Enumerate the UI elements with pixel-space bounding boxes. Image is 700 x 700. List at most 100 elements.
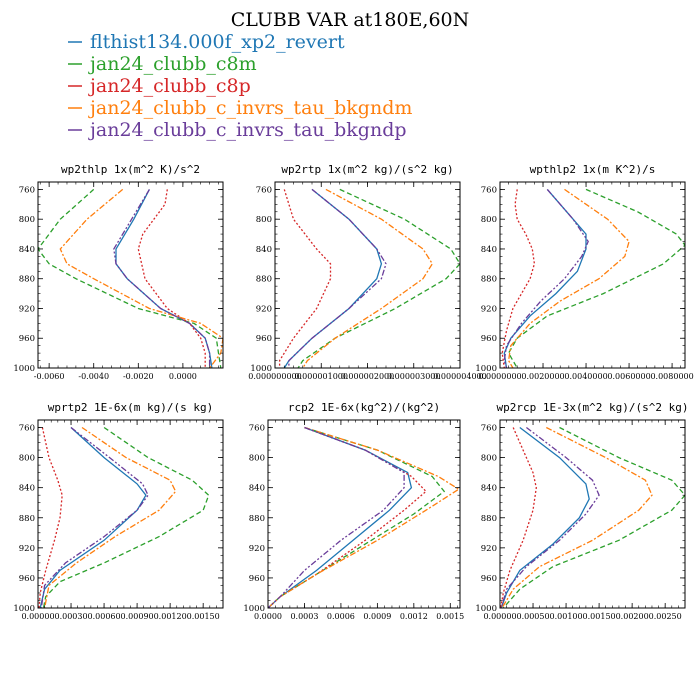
series-line [268, 426, 427, 608]
y-tick-label: 960 [19, 574, 35, 584]
panel-title: wp2rtp 1x(m^2 kg)/(s^2 kg) [281, 163, 453, 176]
x-tick-label: 0.00090 [121, 612, 154, 621]
legend-item: jan24_clubb_c_invrs_tau_bkgndp [68, 119, 407, 141]
x-tick-label: 0.00150 [583, 612, 616, 621]
y-tick-label: 840 [256, 245, 272, 255]
series-line [268, 426, 460, 608]
panel-4: wprtp2 1E-6x(m kg)/(s kg) 760 800 840 880 920… [13, 401, 224, 621]
x-tick-label: 0.0080000 [650, 372, 693, 381]
x-tick-label: 0.00060 [88, 612, 121, 621]
panel-2: wp2rtp 1x(m^2 kg)/(s^2 kg) 760 800 840 880 92… [248, 163, 486, 381]
y-tick-label: 760 [481, 424, 497, 434]
series-line [39, 427, 147, 608]
series-line [288, 188, 387, 368]
legend-item: flthist134.000f_xp2_revert [68, 31, 345, 53]
series-line [278, 189, 332, 368]
x-tick-label: 0.0000 [254, 612, 282, 621]
x-tick-label: 0.00030 [54, 612, 87, 621]
y-tick-label: 1000 [243, 604, 265, 614]
x-tick-label: 0.0020000 [521, 372, 564, 381]
x-tick-label: 0.00200 [616, 612, 649, 621]
panel-title: rcp2 1E-6x(kg^2)/(kg^2) [288, 401, 440, 414]
panel-title: wpthlp2 1x(m K^2)/s [530, 163, 656, 176]
y-tick-label: 960 [481, 334, 497, 344]
y-tick-label: 840 [481, 484, 497, 494]
legend-label: flthist134.000f_xp2_revert [90, 31, 345, 53]
x-tick-label: 0.0000000 [478, 372, 521, 381]
x-tick-label: 0.0012 [400, 612, 428, 621]
x-tick-label: -0.0060 [34, 372, 65, 381]
series-line [507, 188, 685, 368]
legend-label: jan24_clubb_c8m [88, 53, 257, 75]
x-tick-label: 0.0015 [436, 612, 464, 621]
series-group [500, 426, 685, 608]
series-line [115, 189, 213, 368]
x-tick-label: 0.0060000 [607, 372, 650, 381]
panel-title: wp2rcp 1E-3x(m^2 kg)/(s^2 kg) [496, 401, 688, 414]
y-tick-label: 800 [249, 454, 265, 464]
panel-title: wp2thlp 1x(m^2 K)/s^2 [61, 163, 200, 176]
series-line [137, 189, 206, 368]
y-tick-label: 960 [481, 574, 497, 584]
legend: flthist134.000f_xp2_revertjan24_clubb_c8… [68, 31, 412, 141]
series-line [302, 188, 434, 368]
x-tick-label: 0.00100 [550, 612, 583, 621]
series-line [501, 189, 536, 368]
x-tick-label: 0.000003000 [387, 372, 440, 381]
panel-3: wpthlp2 1x(m K^2)/s 760 800 840 880 920 960 100… [475, 163, 693, 381]
series-group [38, 188, 223, 368]
y-tick-label: 760 [19, 424, 35, 434]
y-tick-label: 920 [256, 304, 272, 314]
y-tick-label: 1000 [13, 364, 35, 374]
y-tick-label: 1000 [250, 364, 272, 374]
series-line [59, 188, 223, 368]
series-line [268, 426, 413, 608]
y-tick-label: 880 [256, 275, 272, 285]
series-line [503, 188, 587, 368]
y-tick-label: 920 [481, 304, 497, 314]
panel-title: wprtp2 1E-6x(m kg)/(s kg) [48, 401, 214, 414]
series-group [501, 188, 685, 368]
x-tick-label: 0.000000000 [248, 372, 301, 381]
x-tick-label: 0.00250 [649, 612, 682, 621]
x-tick-label: -0.0040 [78, 372, 109, 381]
series-line [40, 426, 149, 608]
panel-frame [267, 419, 461, 609]
series-line [502, 426, 685, 608]
y-tick-label: 880 [249, 514, 265, 524]
series-line [507, 188, 630, 368]
panel-frame [499, 419, 686, 609]
y-tick-label: 960 [19, 334, 35, 344]
x-tick-label: 0.000001000 [295, 372, 348, 381]
y-tick-label: 1000 [475, 604, 497, 614]
legend-label: jan24_clubb_c_invrs_tau_bkgndm [88, 97, 412, 119]
series-line [283, 188, 383, 368]
series-group [38, 426, 210, 608]
panel-5: rcp2 1E-6x(kg^2)/(kg^2) 760 800 840 880 920 96… [243, 401, 464, 621]
y-tick-label: 920 [249, 544, 265, 554]
panel-frame [499, 181, 686, 369]
y-tick-label: 1000 [13, 604, 35, 614]
panel-frame [37, 419, 224, 609]
x-tick-label: -0.0020 [123, 372, 154, 381]
series-line [297, 188, 460, 368]
x-tick-label: 0.00000 [21, 612, 54, 621]
figure-title: CLUBB VAR at180E,60N [231, 9, 470, 31]
panel-6: wp2rcp 1E-3x(m^2 kg)/(s^2 kg) 760 800 840 88… [475, 401, 688, 621]
y-tick-label: 960 [256, 334, 272, 344]
y-tick-label: 760 [481, 185, 497, 195]
x-tick-label: 0.00150 [187, 612, 220, 621]
panel-1: wp2thlp 1x(m^2 K)/s^2 760 800 840 880 920 960 1… [13, 163, 224, 381]
y-tick-label: 920 [19, 544, 35, 554]
y-tick-label: 920 [19, 304, 35, 314]
series-line [501, 426, 653, 608]
y-tick-label: 840 [19, 484, 35, 494]
y-tick-label: 760 [19, 185, 35, 195]
series-line [500, 426, 600, 608]
panel-frame [37, 181, 224, 369]
y-tick-label: 1000 [475, 364, 497, 374]
y-tick-label: 800 [481, 215, 497, 225]
x-tick-label: 0.0006 [327, 612, 355, 621]
x-tick-label: 0.0003 [290, 612, 318, 621]
